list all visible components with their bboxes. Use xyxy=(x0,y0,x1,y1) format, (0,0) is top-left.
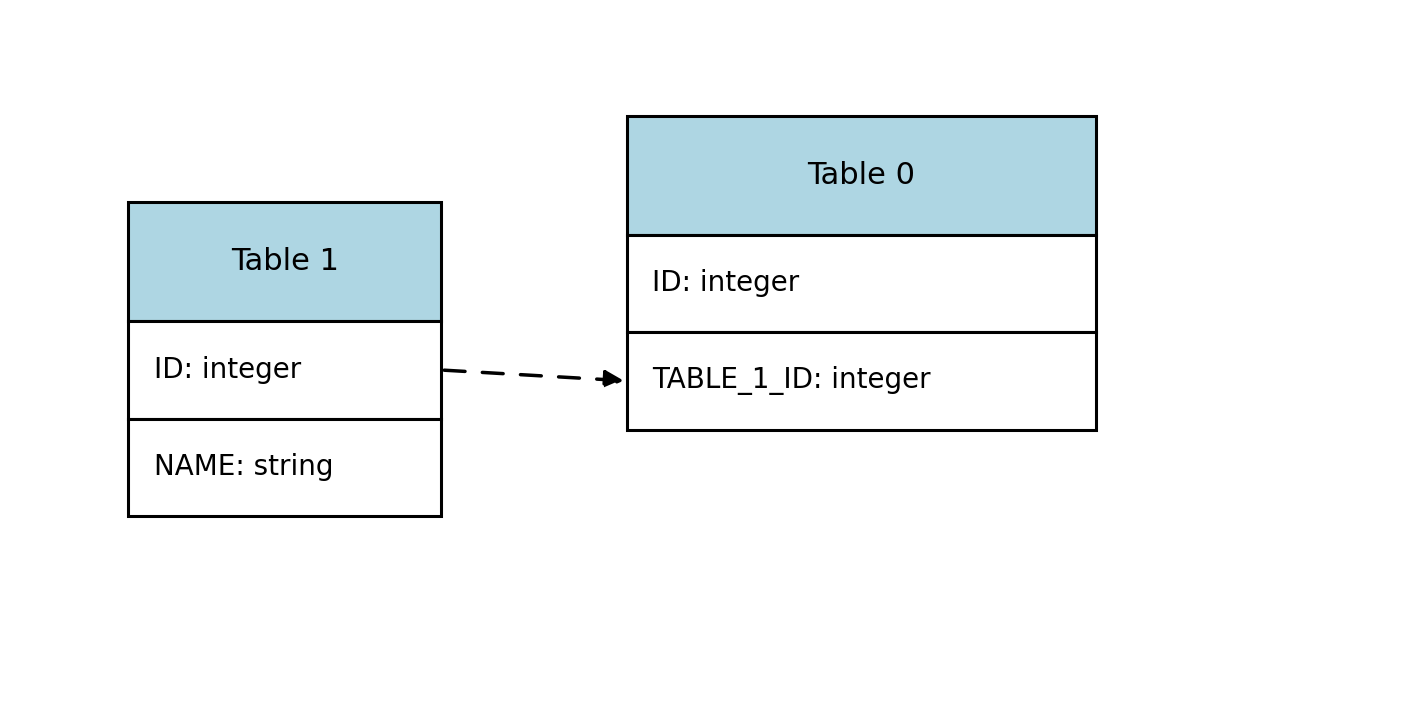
Text: Table 1: Table 1 xyxy=(231,247,339,277)
Bar xyxy=(128,321,441,419)
Bar xyxy=(627,116,1096,235)
Text: Table 0: Table 0 xyxy=(807,160,916,190)
Text: NAME: string: NAME: string xyxy=(154,453,333,482)
Bar xyxy=(128,419,441,516)
Bar xyxy=(627,235,1096,332)
Text: ID: integer: ID: integer xyxy=(154,356,300,384)
Bar xyxy=(627,332,1096,430)
Bar xyxy=(128,202,441,321)
Text: ID: integer: ID: integer xyxy=(652,269,799,297)
Text: TABLE_1_ID: integer: TABLE_1_ID: integer xyxy=(652,366,931,396)
